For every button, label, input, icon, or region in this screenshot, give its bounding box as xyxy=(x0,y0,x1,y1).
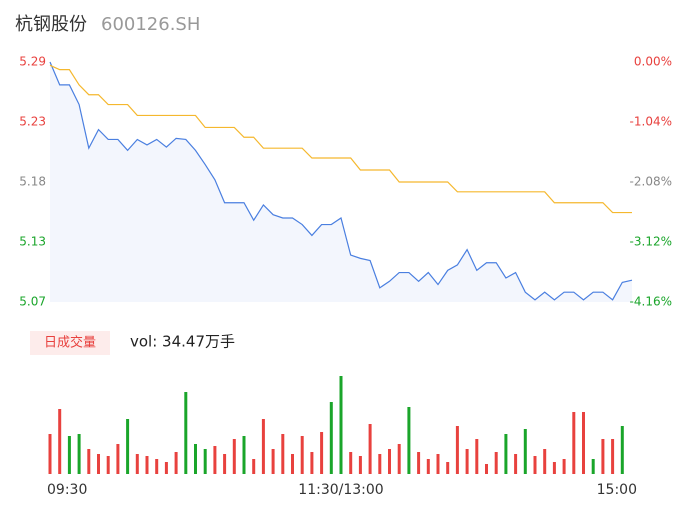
y2-tick-label: -2.08% xyxy=(630,175,672,189)
volume-bar xyxy=(601,439,605,474)
volume-bar xyxy=(620,426,624,474)
volume-bar xyxy=(397,444,401,474)
y2-tick-label: -4.16% xyxy=(630,295,672,309)
volume-bar xyxy=(67,436,71,474)
volume-bar xyxy=(281,434,285,474)
volume-bar xyxy=(446,462,450,474)
volume-bar xyxy=(494,452,498,474)
volume-bar xyxy=(388,449,391,474)
y2-tick-label: -1.04% xyxy=(630,115,672,129)
volume-bar xyxy=(436,454,440,474)
volume-bar xyxy=(426,459,430,474)
volume-bar xyxy=(552,462,556,474)
x-tick-label: 11:30/13:00 xyxy=(298,482,383,498)
y2-tick-label: -3.12% xyxy=(630,235,672,249)
volume-bar xyxy=(184,392,188,474)
volume-bar xyxy=(572,412,576,474)
volume-bar xyxy=(523,429,527,474)
average-line xyxy=(49,64,632,214)
volume-bar xyxy=(533,456,537,474)
volume-bar xyxy=(261,419,265,474)
volume-bar xyxy=(126,419,130,474)
volume-bar xyxy=(562,459,566,474)
volume-bar xyxy=(48,434,52,474)
y2-tick-label: 0.00% xyxy=(634,55,672,69)
volume-bar xyxy=(455,426,459,474)
volume-bar xyxy=(252,459,256,474)
legend-label: 日成交量 xyxy=(44,335,96,351)
y-tick-label: 5.13 xyxy=(19,235,46,249)
legend-badge xyxy=(30,331,110,355)
y-tick-label: 5.23 xyxy=(19,115,46,129)
volume-bar xyxy=(358,456,362,474)
volume-bar xyxy=(106,456,110,474)
volume-bar xyxy=(145,456,149,474)
volume-bar xyxy=(300,436,304,474)
volume-bar xyxy=(116,444,120,474)
volume-bar xyxy=(135,454,139,474)
volume-bar xyxy=(514,454,518,474)
volume-bar xyxy=(87,449,91,474)
volume-bar xyxy=(417,452,421,474)
y-tick-label: 5.18 xyxy=(19,175,46,189)
volume-bar xyxy=(174,452,178,474)
volume-bar xyxy=(97,454,100,474)
volume-bar xyxy=(465,449,469,474)
volume-bar xyxy=(164,462,168,474)
volume-bar xyxy=(203,449,207,474)
x-tick-label: 09:30 xyxy=(47,482,87,498)
volume-bar xyxy=(485,464,488,474)
volume-text: vol: 34.47万手 xyxy=(130,333,235,351)
volume-bar xyxy=(271,449,275,474)
volume-bar xyxy=(310,452,314,474)
x-tick-label: 15:00 xyxy=(597,482,637,498)
volume-bar xyxy=(475,439,479,474)
volume-bar xyxy=(368,424,372,474)
volume-bar xyxy=(213,446,217,474)
volume-bar xyxy=(291,454,294,474)
volume-bar xyxy=(378,454,382,474)
volume-bar xyxy=(582,412,585,474)
volume-bar xyxy=(339,376,343,474)
volume-bar xyxy=(543,449,547,474)
price-line xyxy=(49,61,633,301)
stock-name: 杭钢股份 xyxy=(15,14,87,35)
volume-bar xyxy=(407,407,411,474)
volume-bar xyxy=(320,432,324,474)
volume-bar xyxy=(77,434,81,474)
volume-bar xyxy=(611,439,615,474)
volume-bar xyxy=(232,439,236,474)
stock-code: 600126.SH xyxy=(101,14,200,35)
volume-bar xyxy=(194,444,197,474)
y-tick-label: 5.07 xyxy=(19,295,46,309)
y-tick-label: 5.29 xyxy=(19,55,46,69)
volume-bar xyxy=(504,434,508,474)
volume-bar xyxy=(58,409,62,474)
volume-bar xyxy=(591,459,595,474)
volume-bar xyxy=(155,459,159,474)
volume-bar xyxy=(349,452,353,474)
volume-bar xyxy=(242,436,246,474)
price-area xyxy=(50,62,632,302)
volume-bar xyxy=(329,402,333,474)
volume-bar xyxy=(223,454,227,474)
